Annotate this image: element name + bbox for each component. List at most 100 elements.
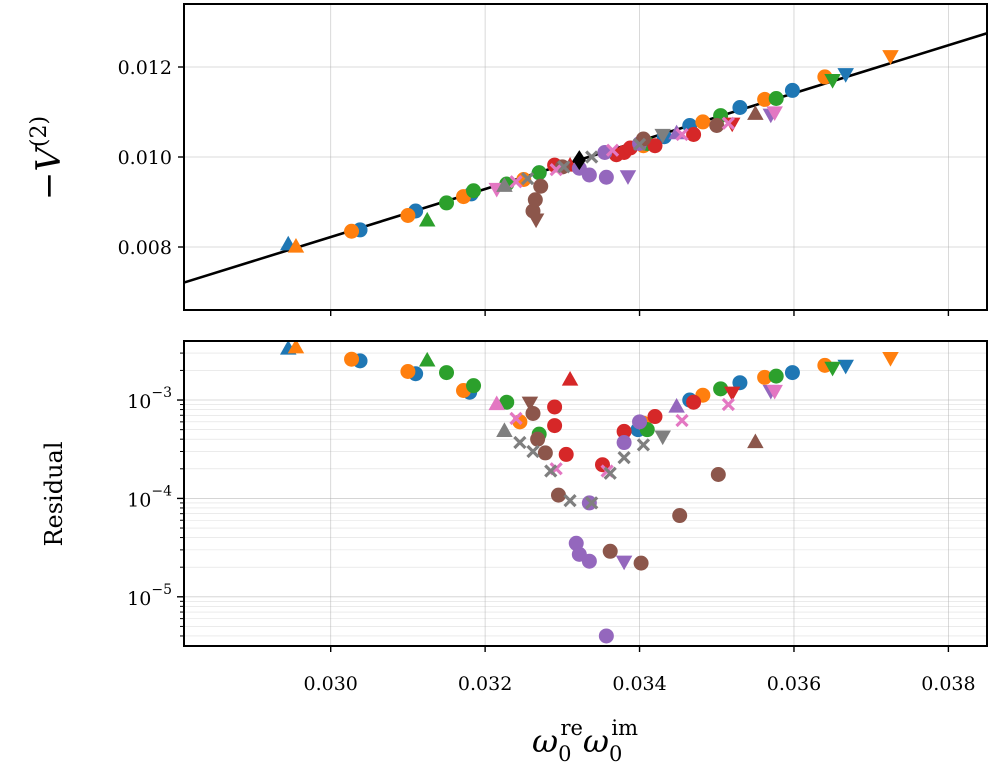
data-point-brown [527,213,545,229]
residual-point-red [561,370,579,386]
residual-point-purple [598,628,614,644]
top-panel: 0.008 0.010 0.012 [118,3,988,316]
data-point-blue [732,100,748,115]
residual-point-pink [488,395,505,411]
top-plot-area [184,32,987,284]
residual-point-gray [617,450,631,465]
residual-point-red [547,418,563,434]
x-tick-label: 0.034 [612,673,666,695]
residual-point-pink [675,413,689,428]
x-tick-label: 0.032 [458,673,512,695]
data-point-gray [520,171,535,186]
residual-point-gray [636,438,651,452]
residual-point-gray [496,422,513,438]
residual-point-pink [509,411,523,426]
residual-point-green [466,378,482,394]
top-y-tick-label: 0.008 [118,237,172,259]
top-y-tick-label: 0.012 [118,57,172,79]
data-point-brown [527,192,543,208]
bottom-panel: 0.030 0.032 0.034 0.036 0.038 10−5 10−4 10−3 [127,340,988,695]
residual-point-purple [615,555,633,571]
residual-point-orange [882,351,899,367]
residual-point-green [824,361,841,377]
residual-point-red [723,386,741,402]
data-point-green [768,91,784,106]
data-point-purple [619,170,637,185]
bottom-y-axis-label: Residual [40,441,68,546]
data-point-pink [509,175,523,189]
bottom-plot-area [279,341,899,644]
reference-diamond-point [572,150,586,171]
x-tick-label: 0.030 [303,673,357,695]
residual-point-gray [513,435,527,450]
top-y-axis-label: −V(2) [27,116,69,200]
residual-point-gray [603,466,617,480]
data-point-pink [549,162,563,177]
data-point-purple [598,169,614,185]
residual-point-red [558,446,574,462]
data-point-green [418,211,436,227]
residual-point-purple [668,397,685,413]
data-point-orange [344,223,360,239]
x-tick-label: 0.038 [921,673,975,695]
residual-point-brown [710,467,726,483]
data-point-gray [557,160,571,174]
data-point-gray [654,128,671,144]
bottom-y-tick-label: 10−4 [127,483,172,511]
residual-point-blue [784,365,800,381]
residual-point-purple [632,414,648,430]
residual-point-pink [766,384,783,400]
residual-point-green [768,368,784,384]
bottom-y-tick-label: 10−5 [127,582,172,610]
data-point-brown [533,178,549,194]
residual-point-orange [757,369,773,385]
residual-point-brown [521,396,539,412]
data-point-brown [747,105,764,120]
bottom-axes-frame [183,340,988,647]
x-tick-label: 0.036 [767,673,821,695]
data-point-green [531,165,547,181]
residual-point-green [713,381,729,397]
residual-point-orange [344,351,360,367]
fit-line [184,32,987,284]
data-point-orange [695,114,711,130]
residual-point-brown [602,543,618,559]
data-point-red [686,127,702,142]
data-point-green [824,73,841,89]
residual-point-green [418,351,436,367]
residual-point-red [547,399,563,415]
residual-point-brown [672,508,688,524]
data-point-pink [721,116,735,130]
data-point-pink [675,127,689,142]
residual-point-orange [287,341,305,354]
residual-point-brown [525,405,541,421]
data-point-pink [605,143,620,157]
residual-point-gray [585,496,599,510]
residual-point-brown [550,487,566,503]
top-y-tick-label: 0.010 [118,147,172,169]
data-point-gray [585,150,599,164]
data-point-red [647,138,663,154]
residual-point-brown [537,445,553,461]
residual-point-purple [581,495,597,511]
residual-point-blue [837,359,854,375]
residual-point-gray [654,430,671,446]
residual-point-brown [633,555,649,571]
data-point-pink [766,106,783,121]
residual-point-red [616,423,632,439]
data-point-orange [882,50,899,65]
x-axis-label: ω0reω0im [532,716,638,766]
residual-point-red [647,409,663,425]
data-point-green [439,195,455,211]
data-point-orange [287,238,305,253]
data-point-gray [496,177,513,192]
data-point-green [466,183,482,199]
residual-point-gray [544,464,558,478]
data-point-orange [400,208,416,223]
residual-point-brown [530,431,546,447]
data-point-brown [709,118,725,133]
top-axes-frame [183,3,988,311]
residual-point-blue [732,375,748,391]
bottom-y-tick-label: 10−3 [127,385,172,413]
